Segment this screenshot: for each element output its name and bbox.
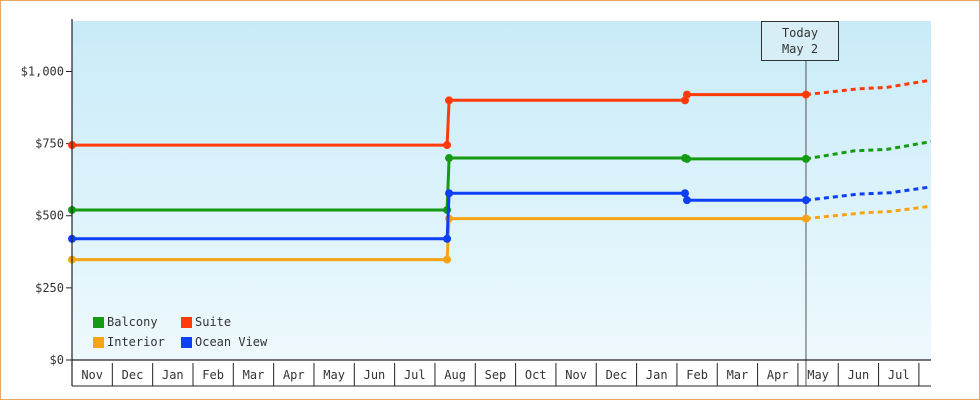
legend-swatch xyxy=(181,336,192,348)
x-tick-label: Feb xyxy=(686,368,708,382)
x-tick-label: Aug xyxy=(444,368,466,382)
data-point xyxy=(801,90,810,99)
x-tick-label: Dec xyxy=(606,368,628,382)
series-line xyxy=(72,93,806,147)
x-tick-label: Jul xyxy=(888,368,910,382)
data-point xyxy=(683,154,692,163)
legend-item-interior: Interior xyxy=(93,333,181,351)
data-point xyxy=(801,154,810,163)
series-forecast-line xyxy=(805,140,932,161)
legend-swatch xyxy=(93,316,104,328)
series-suite xyxy=(68,78,932,150)
y-tick-label: $500 xyxy=(35,209,64,223)
data-point xyxy=(443,234,452,243)
legend-item-balcony: Balcony xyxy=(93,313,181,331)
x-tick-label: Jan xyxy=(646,368,668,382)
x-tick-label: Jul xyxy=(404,368,426,382)
legend-label: Suite xyxy=(195,315,232,329)
data-point xyxy=(443,141,452,150)
y-tick-label: $1,000 xyxy=(21,64,64,78)
today-date: May 2 xyxy=(781,42,819,56)
x-tick-label: May xyxy=(323,368,345,382)
data-point xyxy=(445,189,454,198)
x-tick-label: Jun xyxy=(364,368,386,382)
x-tick-label: Sep xyxy=(485,368,507,382)
data-point xyxy=(683,90,692,99)
x-tick-label: Mar xyxy=(243,368,265,382)
series-forecast-line xyxy=(805,78,932,97)
legend-item-suite: Suite xyxy=(181,313,291,331)
legend-item-ocean-view: Ocean View xyxy=(181,333,291,351)
y-tick-label: $250 xyxy=(35,281,64,295)
data-point xyxy=(443,255,452,264)
series-ocean-view xyxy=(68,185,932,243)
y-tick-label: $750 xyxy=(35,137,64,151)
x-tick-label: Dec xyxy=(122,368,144,382)
data-point xyxy=(801,214,810,223)
series-line xyxy=(72,191,806,241)
x-tick-label: Nov xyxy=(81,368,103,382)
x-tick-label: Mar xyxy=(727,368,749,382)
data-point xyxy=(683,196,692,205)
plot-area xyxy=(72,21,931,360)
x-tick-label: May xyxy=(807,368,829,382)
data-point xyxy=(801,196,810,205)
series-forecast-line xyxy=(805,204,932,221)
x-tick-label: Jan xyxy=(162,368,184,382)
legend-swatch xyxy=(93,336,104,348)
legend-label: Balcony xyxy=(107,315,158,329)
x-tick-label: Oct xyxy=(525,368,547,382)
legend-label: Interior xyxy=(107,335,165,349)
today-label: Today xyxy=(781,26,819,40)
data-point xyxy=(445,96,454,105)
data-point xyxy=(680,189,689,198)
x-tick-label: Apr xyxy=(283,368,305,382)
legend-swatch xyxy=(181,316,192,328)
x-tick-label: Feb xyxy=(202,368,224,382)
x-tick-label: Jun xyxy=(848,368,870,382)
series-balcony xyxy=(68,140,932,214)
today-callout: Today May 2 xyxy=(761,21,839,61)
x-tick-label: Nov xyxy=(565,368,587,382)
x-tick-label: Apr xyxy=(767,368,789,382)
data-point xyxy=(445,154,454,163)
series-line xyxy=(72,156,806,212)
legend-label: Ocean View xyxy=(195,335,268,349)
legend: Balcony Suite Interior Ocean View xyxy=(93,313,291,351)
y-tick-label: $0 xyxy=(50,353,64,367)
